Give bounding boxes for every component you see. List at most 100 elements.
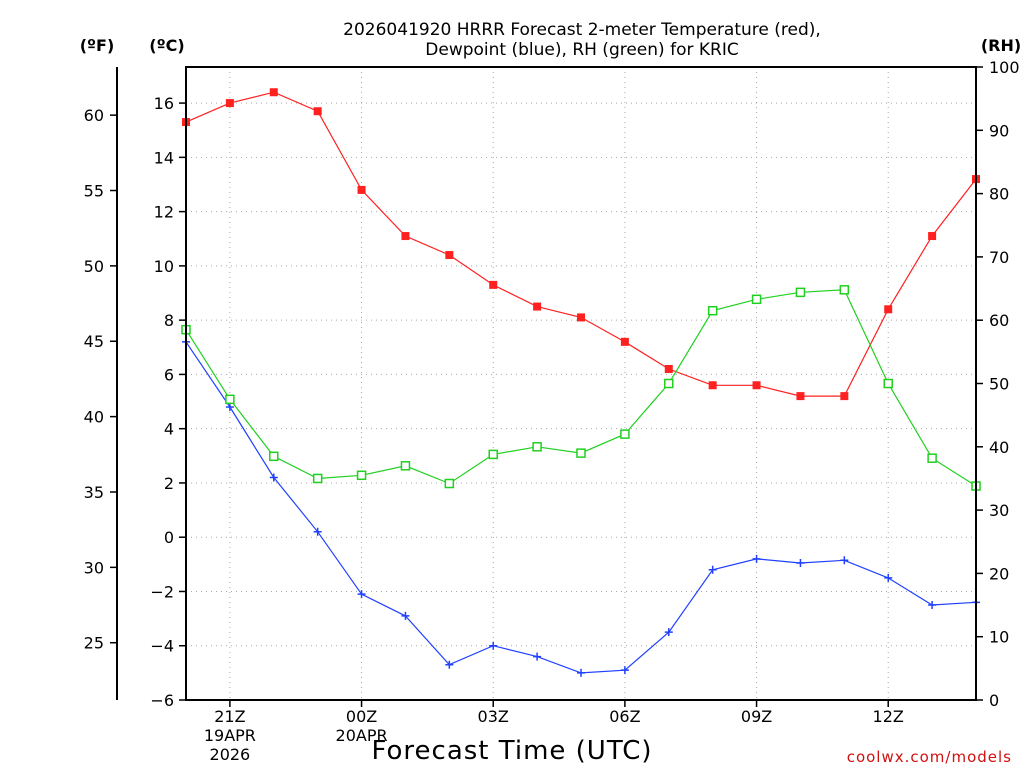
dewpoint-point: [445, 660, 454, 669]
2-meter-temperature-point: [664, 364, 673, 373]
fahrenheit-tick-label: 35: [84, 483, 104, 502]
dewpoint-point: [664, 628, 673, 637]
rh-point: [883, 378, 893, 389]
dewpoint-point: [708, 565, 717, 574]
2-meter-temperature-point: [225, 99, 234, 108]
rh-point: [488, 449, 498, 460]
rh-point: [225, 394, 235, 405]
2-meter-temperature-point: [752, 381, 761, 390]
2-meter-temperature-point: [884, 305, 893, 314]
2-meter-temperature-point: [445, 251, 454, 260]
dewpoint-point: [796, 558, 805, 567]
x-tick-label: 06Z: [609, 707, 640, 726]
celsius-tick-label: 2: [164, 474, 174, 493]
rh-tick-label: 100: [989, 58, 1020, 77]
2-meter-temperature-point: [928, 232, 937, 241]
dewpoint-point: [401, 611, 410, 620]
celsius-tick-label: 0: [164, 528, 174, 547]
x-tick-year-label: 2026: [210, 745, 251, 764]
rh-point: [400, 461, 411, 471]
x-tick-date-label: 20APR: [336, 726, 388, 745]
rh-point: [751, 294, 762, 305]
dewpoint-point: [225, 402, 234, 411]
rh-tick-label: 0: [989, 691, 999, 710]
dewpoint-point: [577, 668, 585, 677]
rh-tick-label: 10: [989, 628, 1009, 647]
rh-tick-label: 30: [989, 501, 1009, 520]
dewpoint-point: [489, 641, 498, 650]
rh-point: [839, 285, 850, 295]
fahrenheit-unit-label: (ºF): [80, 36, 115, 55]
celsius-tick-label: 10: [154, 257, 174, 276]
rh-tick-label: 50: [989, 375, 1009, 394]
dewpoint-point: [313, 527, 322, 536]
2-meter-temperature-point: [401, 232, 410, 241]
rh-tick-label: 40: [989, 438, 1009, 457]
gridlines: [186, 67, 976, 700]
celsius-tick-label: 12: [154, 203, 174, 222]
celsius-tick-label: −4: [150, 637, 174, 656]
dewpoint-point: [928, 601, 937, 610]
dewpoint-point: [620, 666, 629, 675]
rh-point: [795, 287, 806, 298]
rh-point: [707, 305, 718, 316]
2-meter-temperature-point: [269, 88, 278, 97]
dewpoint-point: [269, 473, 278, 482]
fahrenheit-tick-label: 40: [84, 408, 104, 427]
plot-frame: [185, 66, 977, 701]
fahrenheit-tick-label: 30: [84, 558, 104, 577]
2-meter-temperature-point: [533, 302, 542, 311]
x-tick-label: 00Z: [346, 707, 377, 726]
2-meter-temperature-point: [620, 337, 629, 346]
rh-point: [532, 442, 542, 452]
rh-point: [444, 478, 455, 489]
x-tick-label: 09Z: [741, 707, 772, 726]
rh-tick-label: 60: [989, 311, 1009, 330]
rh-point: [356, 470, 367, 481]
dewpoint-point: [840, 556, 849, 565]
2-meter-temperature-line: [185, 91, 977, 397]
celsius-unit-label: (ºC): [149, 36, 184, 55]
2-meter-temperature-point: [489, 280, 498, 289]
x-tick-label: 12Z: [873, 707, 904, 726]
chart-title-line2: Dewpoint (blue), RH (green) for KRIC: [425, 40, 738, 60]
2-meter-temperature-point: [708, 381, 717, 390]
2-meter-temperature-point: [796, 392, 805, 401]
rh-tick-label: 80: [989, 185, 1009, 204]
fahrenheit-tick-label: 60: [84, 106, 104, 125]
rh-tick-label: 70: [989, 248, 1009, 267]
dewpoint-point: [884, 573, 893, 582]
rh-point: [927, 453, 937, 463]
2-meter-temperature-point: [313, 107, 322, 116]
dewpoint-point: [752, 554, 761, 563]
credit-text: coolwx.com/models: [847, 748, 1012, 766]
rh-tick-label: 90: [989, 121, 1009, 140]
celsius-tick-label: −6: [150, 691, 174, 710]
rh-point: [620, 429, 630, 439]
celsius-tick-label: 8: [164, 311, 174, 330]
rh-point: [664, 378, 674, 389]
rh-unit-label: (RH): [981, 36, 1021, 55]
dewpoint-line: [185, 341, 977, 674]
x-tick-label: 03Z: [478, 707, 509, 726]
series-layer: [181, 88, 981, 677]
celsius-tick-label: 16: [154, 94, 174, 113]
celsius-tick-label: 4: [164, 420, 174, 439]
rh-point: [576, 448, 586, 458]
rh-tick-label: 20: [989, 564, 1009, 583]
dewpoint-point: [357, 590, 366, 599]
x-tick-date-label: 19APR: [204, 726, 256, 745]
chart-title-line1: 2026041920 HRRR Forecast 2-meter Tempera…: [343, 20, 821, 40]
fahrenheit-tick-label: 45: [84, 332, 104, 351]
celsius-tick-label: −2: [150, 582, 174, 601]
2-meter-temperature-point: [577, 313, 585, 322]
rh-point: [312, 473, 323, 484]
celsius-tick-label: 6: [164, 365, 174, 384]
fahrenheit-tick-label: 55: [84, 182, 104, 201]
celsius-tick-label: 14: [154, 148, 174, 167]
dewpoint-point: [533, 652, 542, 661]
rh-point: [269, 451, 279, 462]
x-axis-title: Forecast Time (UTC): [371, 736, 652, 766]
2-meter-temperature-point: [840, 392, 849, 401]
